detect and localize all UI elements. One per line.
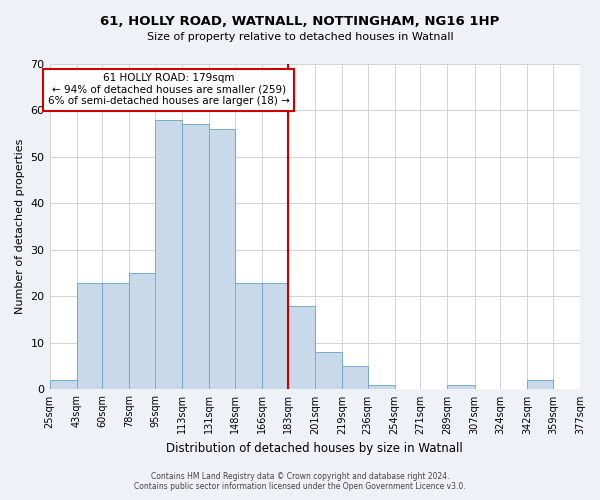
Bar: [448, 385, 475, 390]
Text: 61, HOLLY ROAD, WATNALL, NOTTINGHAM, NG16 1HP: 61, HOLLY ROAD, WATNALL, NOTTINGHAM, NG1…: [100, 15, 500, 28]
Bar: [182, 124, 209, 390]
Bar: [527, 380, 553, 390]
Text: Contains public sector information licensed under the Open Government Licence v3: Contains public sector information licen…: [134, 482, 466, 491]
Bar: [102, 282, 130, 390]
Text: Size of property relative to detached houses in Watnall: Size of property relative to detached ho…: [146, 32, 454, 42]
Bar: [368, 385, 395, 390]
Y-axis label: Number of detached properties: Number of detached properties: [15, 139, 25, 314]
Bar: [342, 366, 368, 390]
Bar: [209, 129, 235, 390]
Bar: [77, 282, 102, 390]
Text: 61 HOLLY ROAD: 179sqm
← 94% of detached houses are smaller (259)
6% of semi-deta: 61 HOLLY ROAD: 179sqm ← 94% of detached …: [47, 74, 290, 106]
Bar: [155, 120, 182, 390]
Bar: [287, 306, 315, 390]
X-axis label: Distribution of detached houses by size in Watnall: Distribution of detached houses by size …: [166, 442, 463, 455]
Bar: [130, 273, 155, 390]
Bar: [235, 282, 262, 390]
Text: Contains HM Land Registry data © Crown copyright and database right 2024.: Contains HM Land Registry data © Crown c…: [151, 472, 449, 481]
Bar: [315, 352, 342, 390]
Bar: [50, 380, 77, 390]
Bar: [262, 282, 287, 390]
